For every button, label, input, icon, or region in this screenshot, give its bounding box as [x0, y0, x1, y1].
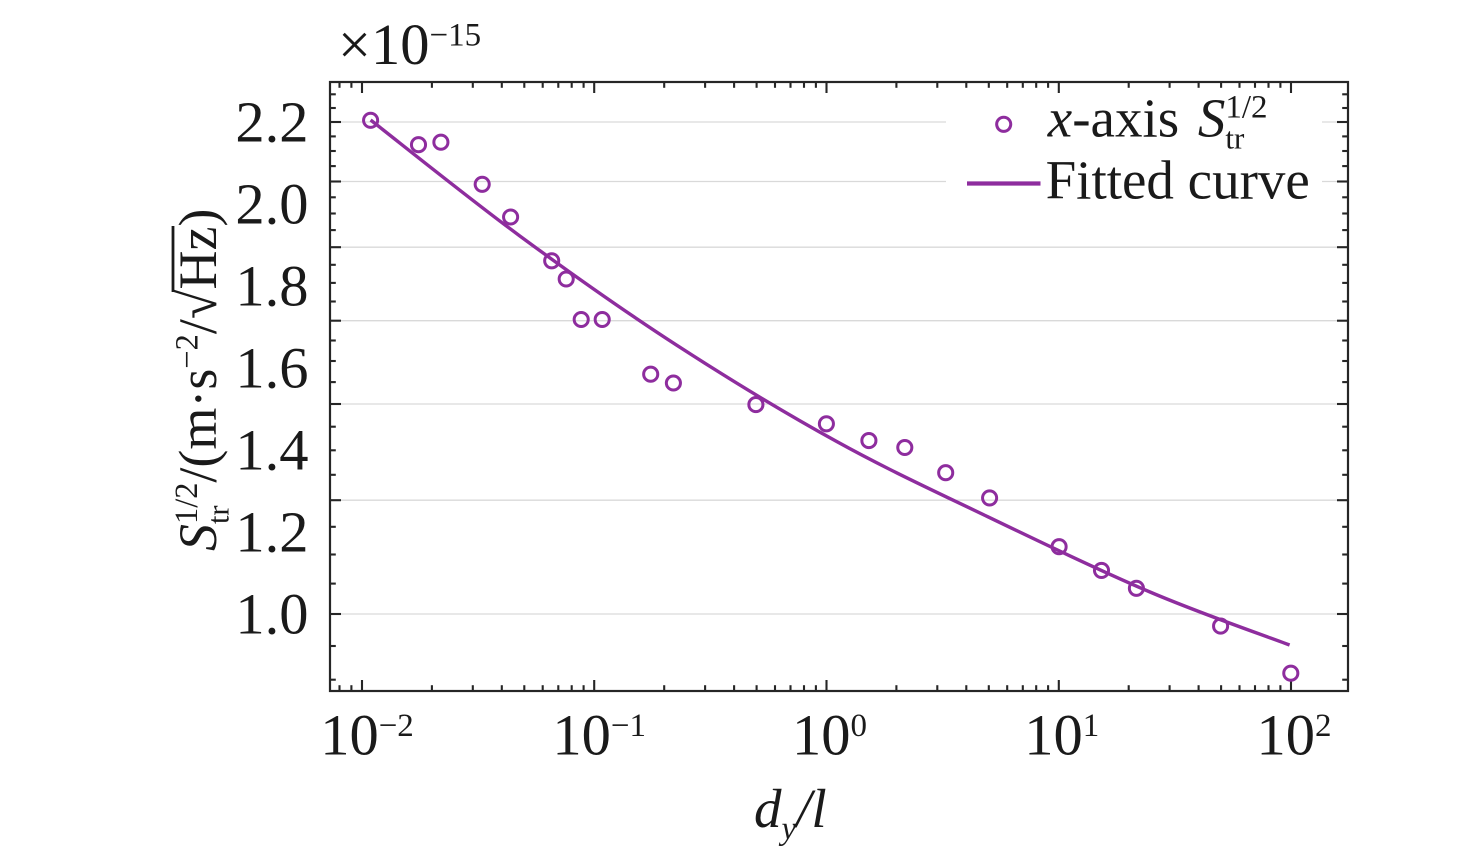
- svg-text:102: 102: [1257, 703, 1332, 768]
- svg-text:100: 100: [792, 703, 867, 768]
- svg-text:Fitted curve: Fitted curve: [1046, 150, 1310, 211]
- svg-text:1.6: 1.6: [235, 336, 308, 401]
- svg-text:×10−15: ×10−15: [338, 12, 481, 77]
- svg-text:S1/2tr/(m·s−2/√Hz): S1/2tr/(m·s−2/√Hz): [168, 209, 235, 551]
- svg-text:1.8: 1.8: [235, 254, 308, 319]
- svg-text:101: 101: [1024, 703, 1099, 768]
- svg-text:10−2: 10−2: [320, 703, 414, 768]
- svg-text:dy/l: dy/l: [754, 778, 827, 847]
- svg-text:1.4: 1.4: [235, 418, 308, 483]
- svg-text:x-axis S1/2tr: x-axis S1/2 tr: [1047, 87, 1268, 155]
- svg-text:2.0: 2.0: [235, 172, 308, 237]
- svg-text:10−1: 10−1: [552, 703, 646, 768]
- svg-text:1.0: 1.0: [235, 582, 308, 647]
- svg-text:2.2: 2.2: [235, 90, 308, 155]
- svg-text:1.2: 1.2: [235, 500, 308, 565]
